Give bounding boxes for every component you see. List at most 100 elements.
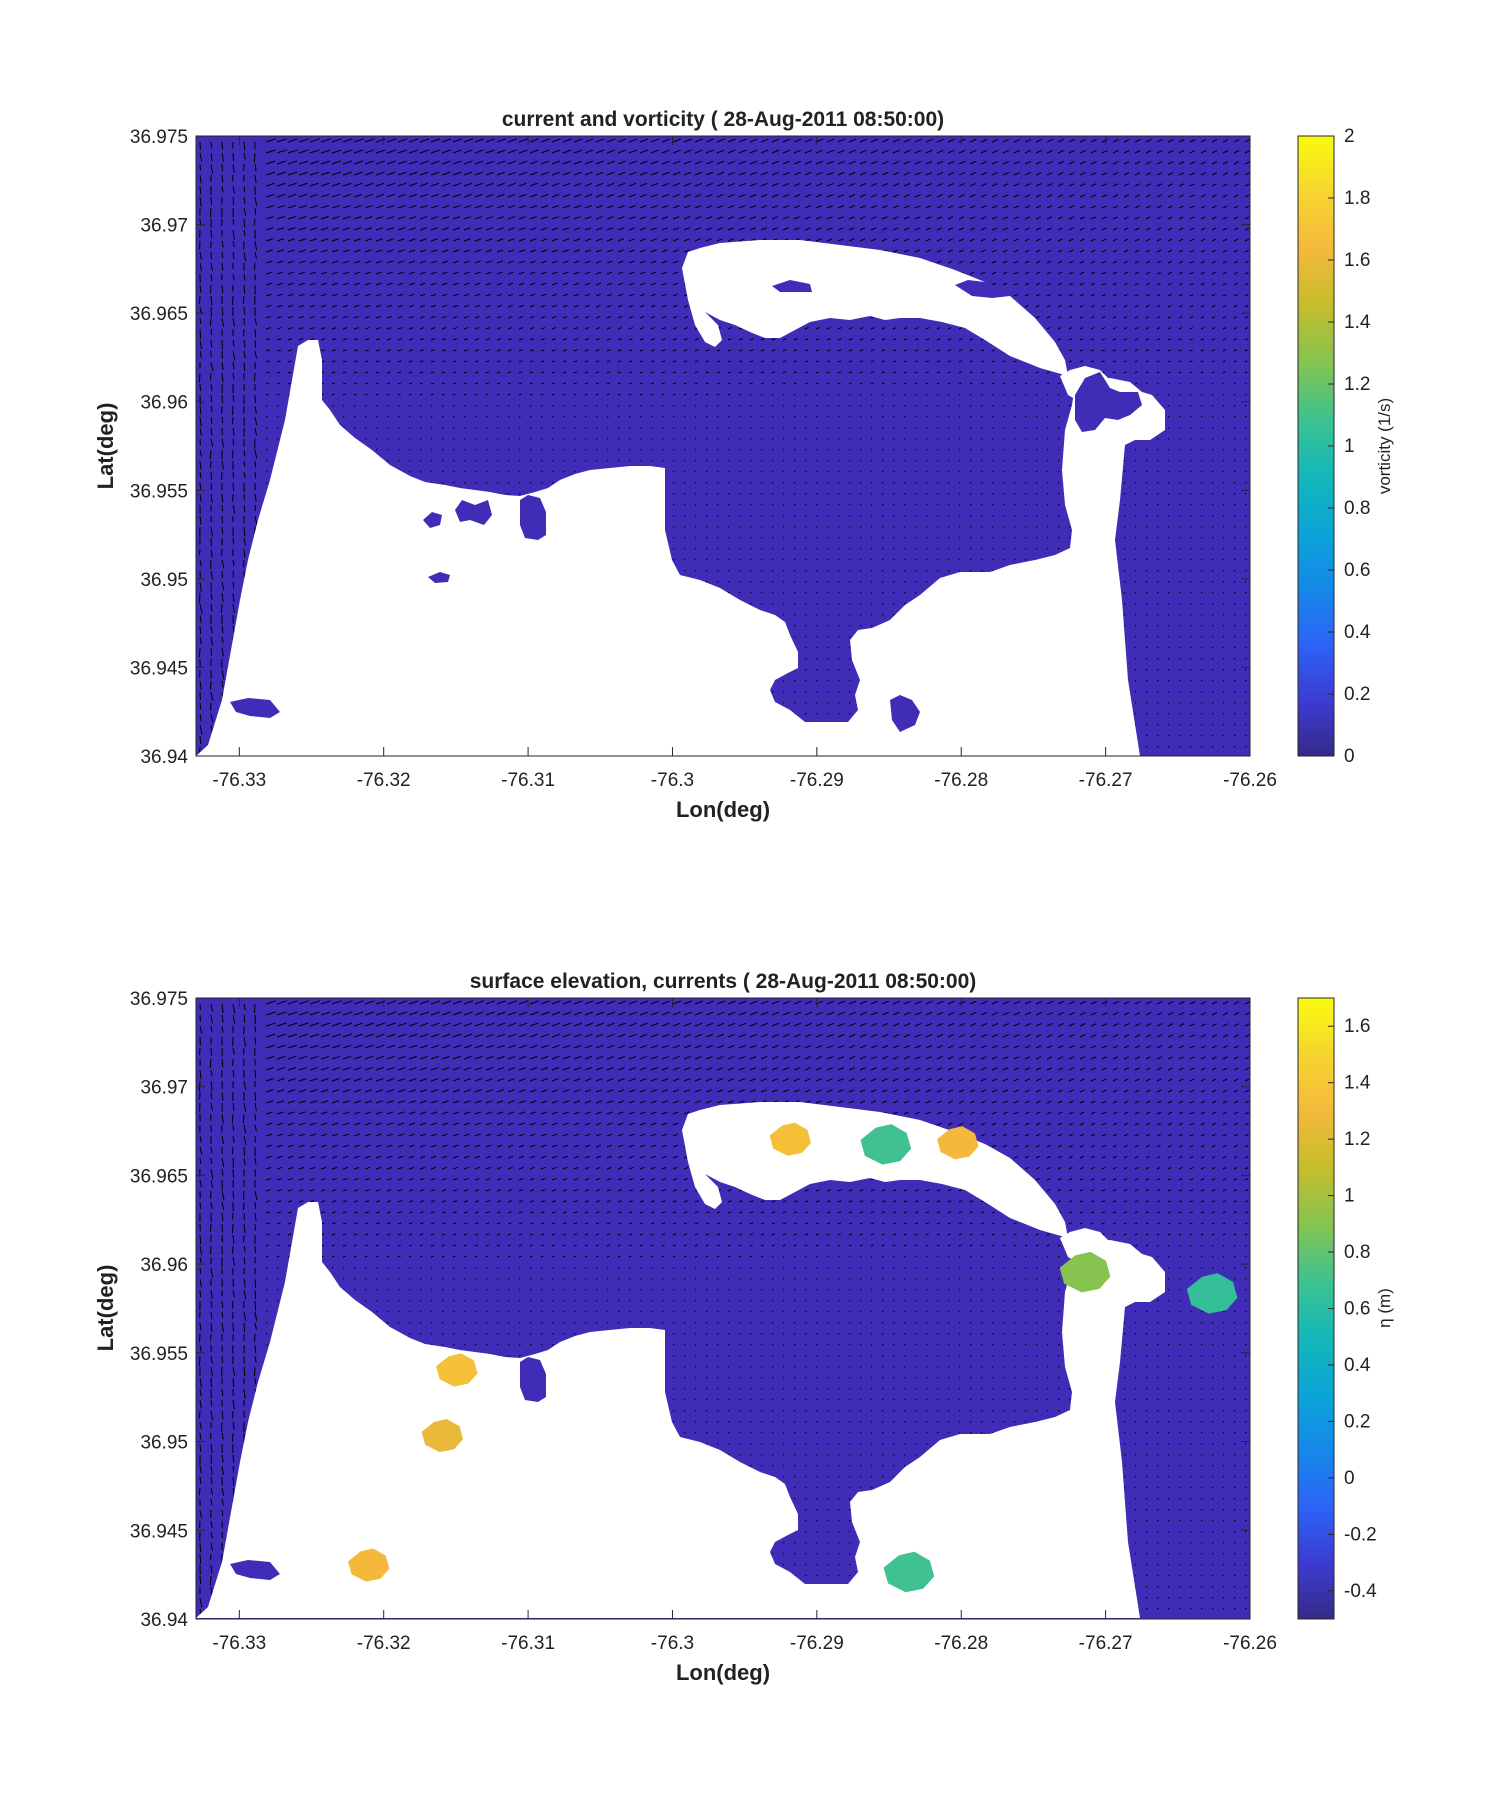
arrow-icon bbox=[914, 426, 917, 429]
arrow-icon bbox=[947, 216, 954, 220]
arrow-icon bbox=[331, 293, 338, 297]
arrow-icon bbox=[1167, 382, 1170, 385]
arrow-icon bbox=[914, 393, 917, 396]
arrow-icon bbox=[1156, 503, 1159, 506]
arrow-icon bbox=[1123, 305, 1128, 308]
arrow-icon bbox=[1156, 349, 1160, 352]
arrow-icon bbox=[749, 238, 756, 242]
arrow-icon bbox=[419, 249, 427, 253]
arrow-icon bbox=[221, 185, 224, 193]
arrow-icon bbox=[1035, 172, 1042, 176]
arrow-icon bbox=[892, 415, 895, 418]
arrow-icon bbox=[1244, 426, 1247, 429]
arrow-icon bbox=[1145, 138, 1152, 143]
arrow-icon bbox=[1046, 426, 1049, 429]
arrow-icon bbox=[232, 273, 235, 281]
arrow-icon bbox=[969, 216, 976, 220]
arrow-icon bbox=[1189, 150, 1196, 154]
arrow-icon bbox=[1211, 238, 1217, 242]
arrow-icon bbox=[1189, 216, 1195, 220]
arrow-icon bbox=[771, 558, 774, 561]
arrow-icon bbox=[529, 227, 537, 231]
arrow-icon bbox=[859, 569, 862, 572]
arrow-icon bbox=[584, 227, 592, 231]
arrow-icon bbox=[683, 193, 691, 198]
arrow-icon bbox=[661, 138, 671, 143]
arrow-icon bbox=[826, 503, 829, 506]
arrow-icon bbox=[892, 227, 899, 231]
arrow-icon bbox=[628, 271, 635, 275]
arrow-icon bbox=[386, 160, 396, 165]
arrow-icon bbox=[276, 260, 284, 264]
arrow-icon bbox=[1090, 227, 1096, 231]
arrow-icon bbox=[749, 481, 752, 484]
arrow-icon bbox=[1057, 393, 1060, 396]
arrow-icon bbox=[672, 304, 678, 308]
arrow-icon bbox=[1079, 338, 1084, 341]
arrow-icon bbox=[309, 238, 318, 242]
arrow-icon bbox=[848, 360, 853, 363]
arrow-icon bbox=[727, 580, 730, 583]
arrow-icon bbox=[474, 227, 482, 231]
arrow-icon bbox=[738, 459, 741, 462]
arrow-icon bbox=[859, 404, 862, 407]
arrow-icon bbox=[980, 459, 983, 462]
arrow-icon bbox=[1222, 613, 1225, 616]
arrow-icon bbox=[760, 481, 763, 484]
arrow-icon bbox=[1101, 194, 1108, 198]
arrow-icon bbox=[529, 327, 535, 330]
arrow-icon bbox=[210, 394, 213, 403]
arrow-icon bbox=[320, 349, 325, 352]
arrow-icon bbox=[1211, 172, 1217, 176]
arrow-icon bbox=[815, 360, 820, 363]
arrow-icon bbox=[1156, 470, 1159, 473]
arrow-icon bbox=[221, 240, 224, 248]
arrow-icon bbox=[1013, 360, 1017, 363]
arrow-icon bbox=[914, 558, 917, 561]
arrow-icon bbox=[1068, 205, 1075, 209]
arrow-icon bbox=[1101, 216, 1107, 220]
arrow-icon bbox=[452, 238, 460, 242]
arrow-icon bbox=[1211, 459, 1214, 462]
arrow-icon bbox=[859, 470, 862, 473]
arrow-icon bbox=[606, 315, 612, 319]
arrow-icon bbox=[496, 482, 499, 484]
arrow-icon bbox=[1090, 338, 1095, 341]
arrow-icon bbox=[441, 315, 447, 319]
arrow-icon bbox=[485, 282, 492, 286]
arrow-icon bbox=[980, 547, 983, 550]
arrow-icon bbox=[1178, 150, 1185, 154]
arrow-icon bbox=[870, 349, 875, 352]
arrow-icon bbox=[782, 182, 790, 187]
arrow-icon bbox=[694, 470, 697, 473]
arrow-icon bbox=[364, 282, 371, 286]
arrow-icon bbox=[760, 171, 768, 176]
arrow-icon bbox=[793, 393, 796, 396]
arrow-icon bbox=[507, 393, 511, 396]
arrow-icon bbox=[683, 437, 686, 440]
arrow-icon bbox=[584, 249, 591, 253]
arrow-icon bbox=[848, 216, 855, 220]
arrow-icon bbox=[716, 525, 719, 528]
arrow-icon bbox=[1134, 238, 1140, 242]
arrow-icon bbox=[749, 514, 752, 517]
arrow-icon bbox=[892, 613, 895, 616]
arrow-icon bbox=[628, 427, 631, 429]
arrow-icon bbox=[1156, 194, 1162, 198]
arrow-icon bbox=[309, 338, 315, 341]
arrow-icon bbox=[441, 216, 450, 220]
arrow-icon bbox=[529, 138, 539, 143]
arrow-icon bbox=[518, 238, 526, 242]
arrow-icon bbox=[1189, 349, 1193, 352]
arrow-icon bbox=[1035, 525, 1038, 528]
arrow-icon bbox=[958, 558, 961, 561]
arrow-icon bbox=[1134, 569, 1137, 572]
arrow-icon bbox=[1222, 371, 1226, 374]
arrow-icon bbox=[749, 360, 754, 363]
arrow-icon bbox=[199, 339, 203, 350]
arrow-icon bbox=[1200, 437, 1203, 440]
arrow-icon bbox=[1035, 216, 1042, 220]
arrow-icon bbox=[342, 293, 349, 297]
arrow-icon bbox=[804, 635, 807, 638]
arrow-icon bbox=[331, 360, 336, 363]
